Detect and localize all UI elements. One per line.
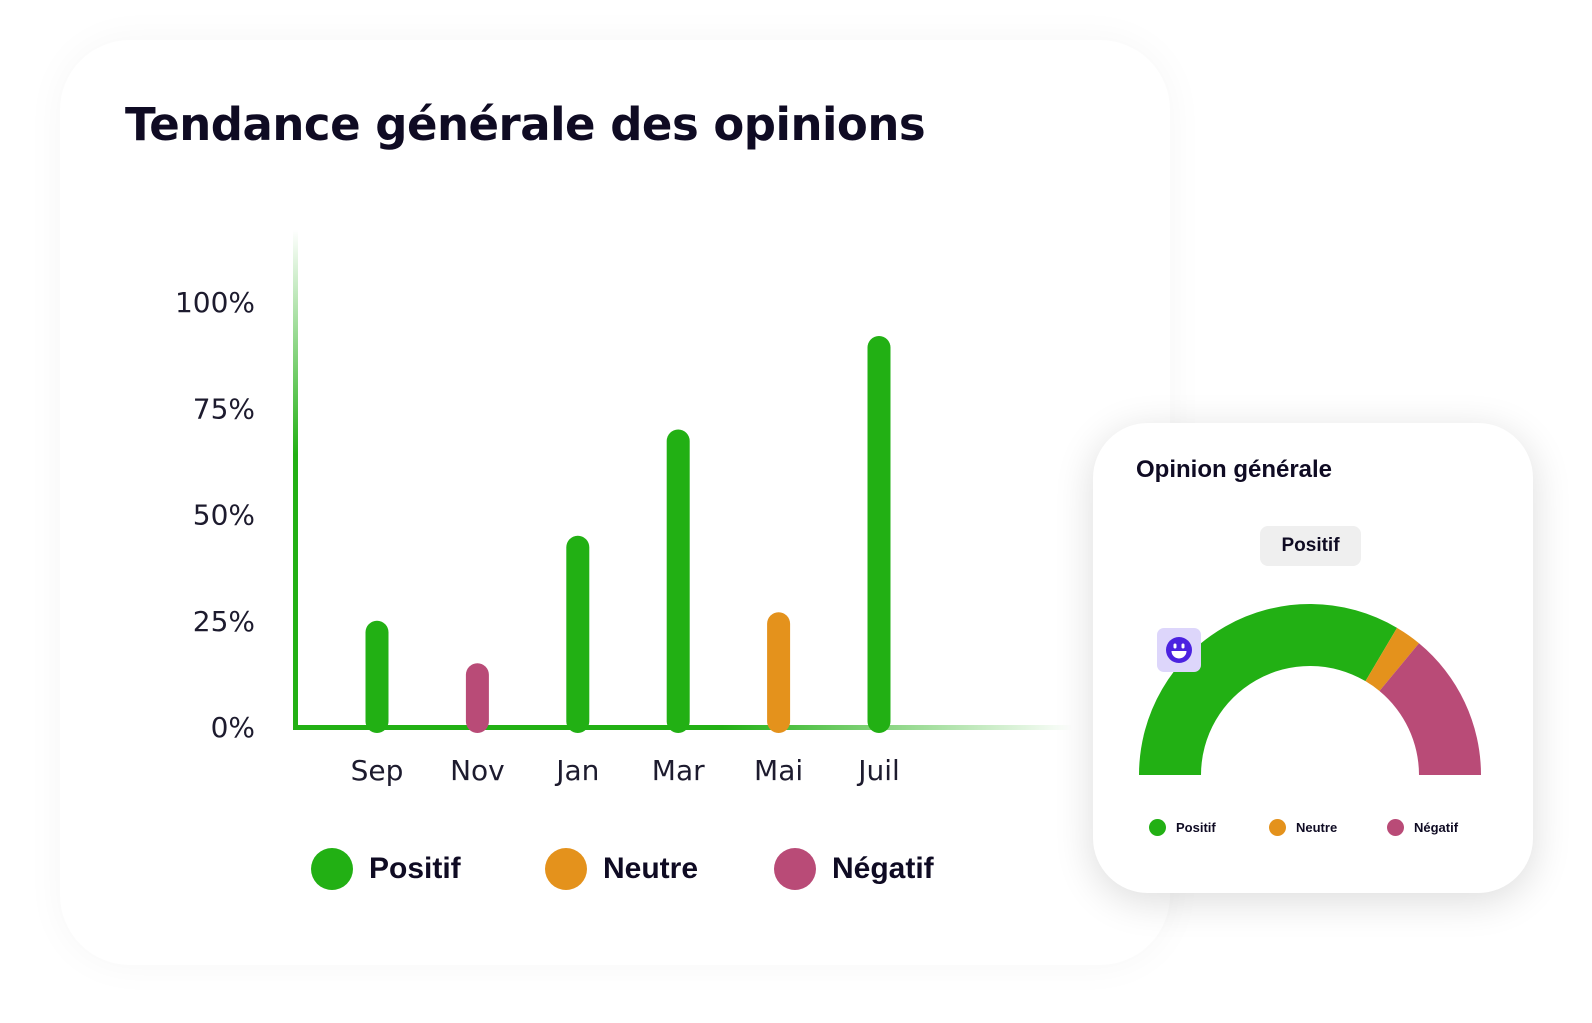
sentiment-gauge [1139,604,1481,775]
y-axis-line [293,230,298,730]
bar-mar [666,429,690,733]
legend-dot-negatif [774,848,816,890]
gauge-legend-positif: Positif [1149,819,1216,836]
gauge-legend-label-neutre: Neutre [1296,820,1338,835]
x-tick-label: Nov [450,754,505,787]
legend-item-neutre: Neutre [545,848,698,890]
legend-label-negatif: Négatif [832,852,934,885]
bar-chart: 0% 25% 50% 75% 100% Sep Nov Jan Mar Mai Juil [175,230,1073,787]
gauge-slice-positif[interactable] [1139,604,1398,775]
x-tick-label: Sep [351,754,404,787]
legend-dot-neutre [545,848,587,890]
x-tick-label: Juil [856,754,900,787]
opinion-card: Opinion générale Positif Positif Neutre … [1093,423,1533,893]
legend-label-neutre: Neutre [603,852,699,885]
bar-mai [767,612,791,733]
gauge-slice-neutre[interactable] [1365,627,1419,692]
smiley-icon-glyph [1166,637,1192,663]
chart-legend: Positif Neutre Négatif [0,848,1100,892]
gauge-legend-label-negatif: Négatif [1414,820,1459,835]
y-tick-label: 25% [193,605,255,638]
bar-jan [566,535,590,733]
legend-dot-positif [311,848,353,890]
gauge-legend: Positif Neutre Négatif [1093,819,1533,839]
bar-nov [465,663,489,733]
selected-sentiment-badge[interactable]: Positif [1260,526,1361,566]
x-tick-label: Jan [554,754,599,787]
smiley-icon [1157,628,1201,672]
legend-item-negatif: Négatif [774,848,934,890]
y-tick-label: 75% [193,392,255,425]
chart-card [60,40,1170,965]
bar-sep [365,620,389,733]
gauge-slice-negatif[interactable] [1379,643,1481,775]
bar-juil [867,336,891,733]
gauge-legend-dot-neutre [1269,819,1286,836]
y-tick-label: 50% [193,499,255,532]
opinion-card-title: Opinion générale [1136,456,1333,483]
gauge-legend-dot-positif [1149,819,1166,836]
x-tick-label: Mai [754,754,803,787]
gauge-legend-label-positif: Positif [1176,820,1216,835]
y-tick-label: 0% [211,711,255,744]
x-tick-label: Mar [652,754,705,787]
y-tick-label: 100% [175,286,255,319]
page-title: Tendance générale des opinions [125,98,926,151]
legend-item-positif: Positif [311,848,461,890]
gauge-legend-dot-negatif [1387,819,1404,836]
gauge-legend-negatif: Négatif [1387,819,1458,836]
gauge-legend-neutre: Neutre [1269,819,1337,836]
legend-label-positif: Positif [369,852,461,885]
